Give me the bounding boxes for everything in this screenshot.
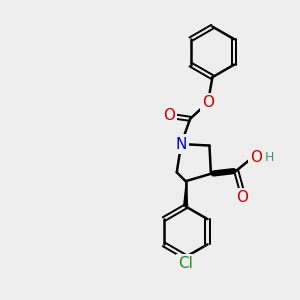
Text: H: H (265, 151, 274, 164)
Text: O: O (250, 150, 262, 165)
Text: O: O (163, 108, 175, 123)
Text: Cl: Cl (178, 256, 193, 271)
Polygon shape (211, 169, 236, 174)
Polygon shape (183, 181, 188, 206)
Text: N: N (176, 136, 187, 152)
Text: O: O (236, 190, 248, 205)
Text: O: O (202, 95, 214, 110)
